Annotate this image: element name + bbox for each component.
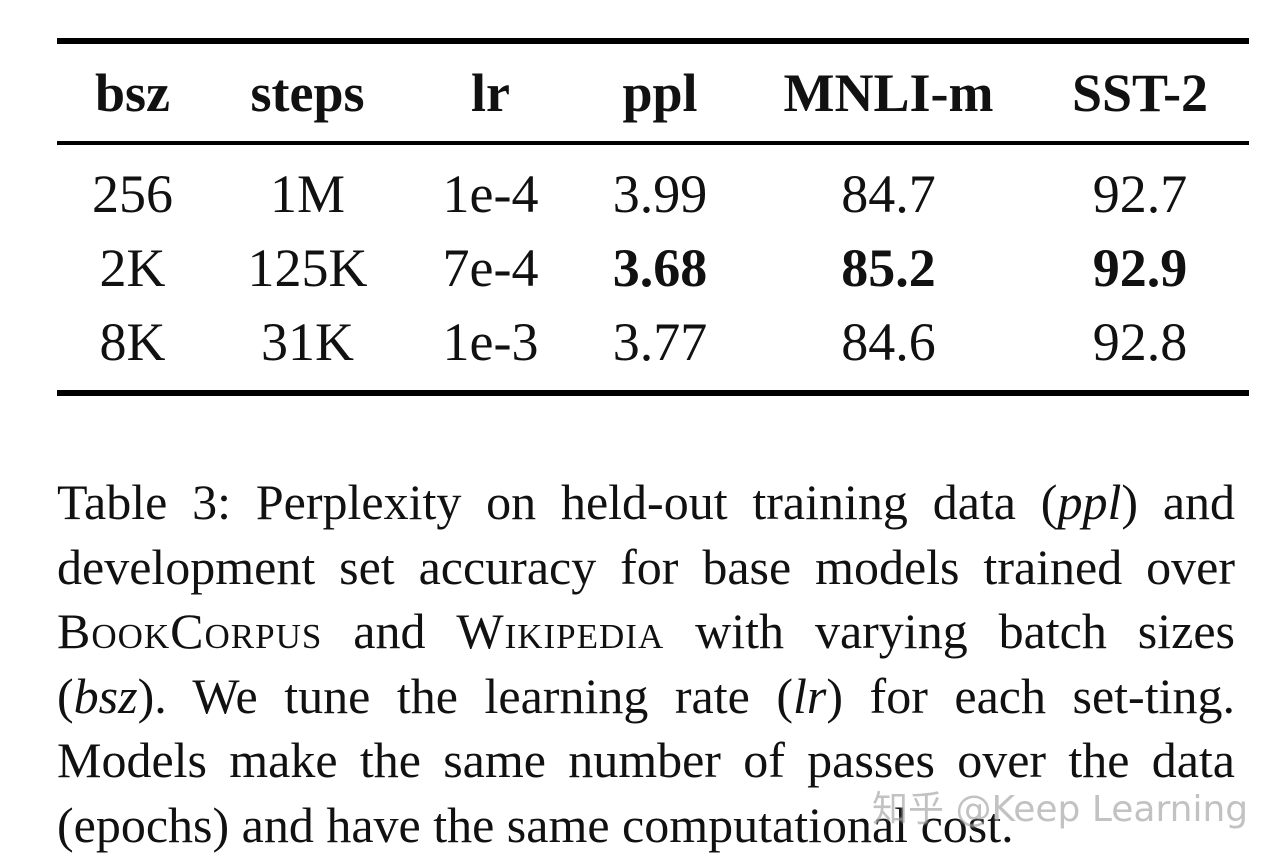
caption-ppl-term: ppl	[1057, 474, 1122, 530]
table-cell: 125K	[247, 238, 368, 298]
caption-text: ) for each set-ting. Models make the sam…	[57, 667, 1235, 853]
caption-lr-term: lr	[793, 667, 827, 724]
caption-bookcorpus: BookCorpus	[57, 603, 323, 659]
caption-text: ). We tune the learning rate (	[137, 667, 793, 724]
table-header-rule	[57, 141, 1249, 145]
caption-text: ) and development set accuracy for base …	[57, 474, 1236, 595]
column-header-steps: steps	[250, 62, 365, 123]
column-header-bsz: bsz	[94, 62, 170, 123]
table-header-row: bsz steps lr ppl MNLI-m SST-2	[57, 44, 1249, 141]
table-cell: 1e-3	[442, 312, 539, 372]
table-cell: 1M	[269, 164, 345, 224]
table-cell: 84.7	[841, 164, 936, 224]
table-cell: 92.7	[1092, 164, 1188, 224]
table-cell: 92.8	[1092, 312, 1188, 372]
results-table: bsz steps lr ppl MNLI-m SST-2 256 1M 1e-…	[57, 44, 1249, 379]
table-cell: 2K	[99, 238, 166, 298]
caption-text: with varying batch sizes (	[57, 603, 1235, 724]
table-cell: 3.99	[612, 164, 708, 224]
table-cell: 84.6	[841, 312, 936, 372]
table-caption: Table 3: Perplexity on held-out training…	[57, 470, 1235, 857]
table-row: 2K 125K 7e-4 3.68 85.2 92.9	[57, 231, 1249, 305]
caption-text: and	[322, 603, 457, 659]
caption-text: Table 3: Perplexity on held-out training…	[57, 474, 1058, 530]
table-cell-best: 3.68	[612, 238, 708, 298]
table-cell: 256	[92, 164, 173, 224]
table-row: 256 1M 1e-4 3.99 84.7 92.7	[57, 145, 1249, 231]
column-header-mnli-m: MNLI-m	[783, 62, 994, 123]
caption-wikipedia: Wikipedia	[456, 603, 665, 659]
table-cell: 1e-4	[442, 164, 539, 224]
watermark: 知乎 @Keep Learning	[872, 789, 1249, 830]
table-cell: 7e-4	[442, 238, 539, 298]
column-header-sst-2: SST-2	[1071, 62, 1209, 123]
table-cell: 31K	[261, 312, 354, 372]
table-cell-best: 92.9	[1092, 238, 1188, 298]
column-header-lr: lr	[471, 62, 510, 123]
table-bottom-rule	[57, 390, 1249, 396]
table-cell: 8K	[99, 312, 166, 372]
table-row: 8K 31K 1e-3 3.77 84.6 92.8	[57, 305, 1249, 379]
column-header-ppl: ppl	[622, 62, 698, 123]
table-cell: 3.77	[612, 312, 708, 372]
table-top-rule	[57, 38, 1249, 44]
caption-bsz-term: bsz	[73, 667, 138, 724]
table-cell-best: 85.2	[841, 238, 936, 298]
